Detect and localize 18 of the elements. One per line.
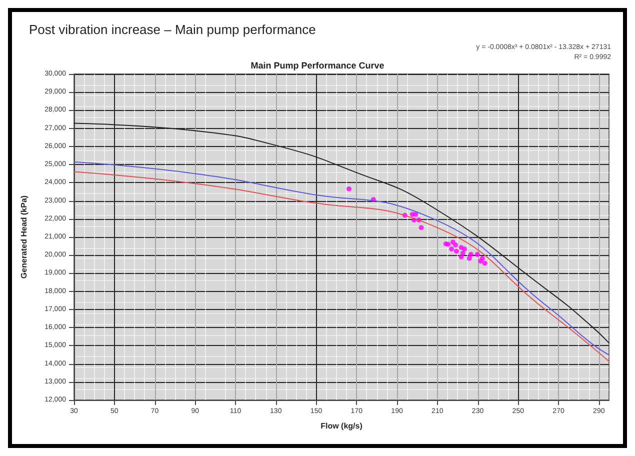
point — [449, 246, 454, 252]
point — [482, 260, 488, 266]
point — [453, 242, 458, 248]
point — [346, 186, 352, 192]
point — [413, 212, 418, 217]
point — [458, 254, 464, 260]
y-axis-title: Generated Head (kPa) — [20, 195, 28, 279]
chart-subtitle: Main Pump Performance Curve — [250, 60, 384, 70]
x-axis-title: Flow (kg/s) — [320, 422, 363, 430]
chart-title: Post vibration increase – Main pump performance — [29, 22, 316, 37]
point — [468, 252, 474, 257]
point — [418, 225, 424, 230]
point — [462, 246, 467, 252]
point — [474, 252, 480, 257]
point — [480, 256, 485, 261]
point — [454, 248, 459, 254]
point — [446, 242, 451, 247]
point — [466, 256, 472, 261]
